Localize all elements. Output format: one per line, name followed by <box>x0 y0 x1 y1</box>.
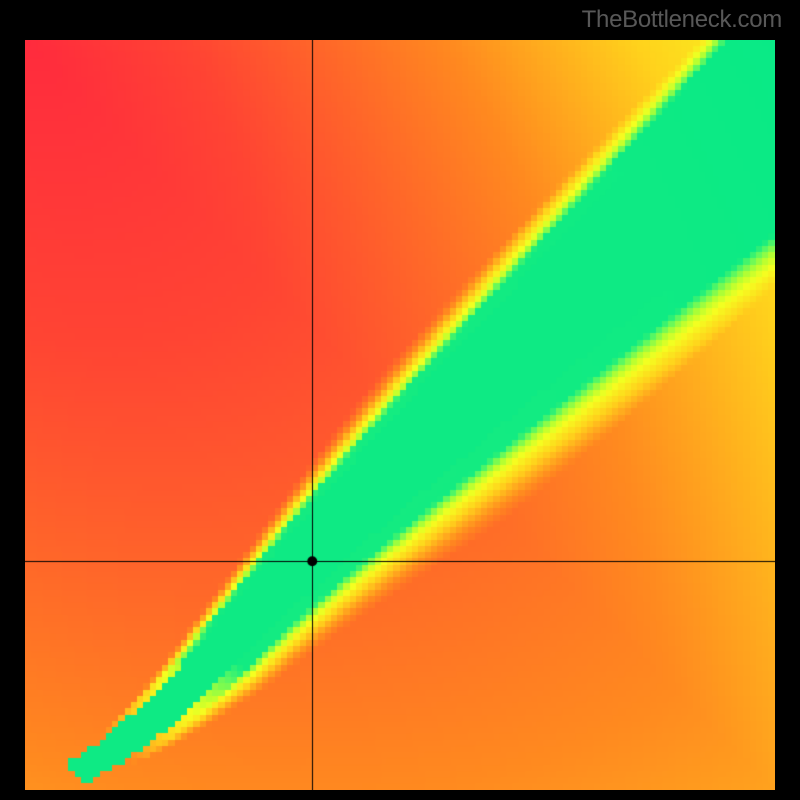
bottleneck-heatmap <box>25 40 775 790</box>
watermark-text: TheBottleneck.com <box>582 6 782 34</box>
